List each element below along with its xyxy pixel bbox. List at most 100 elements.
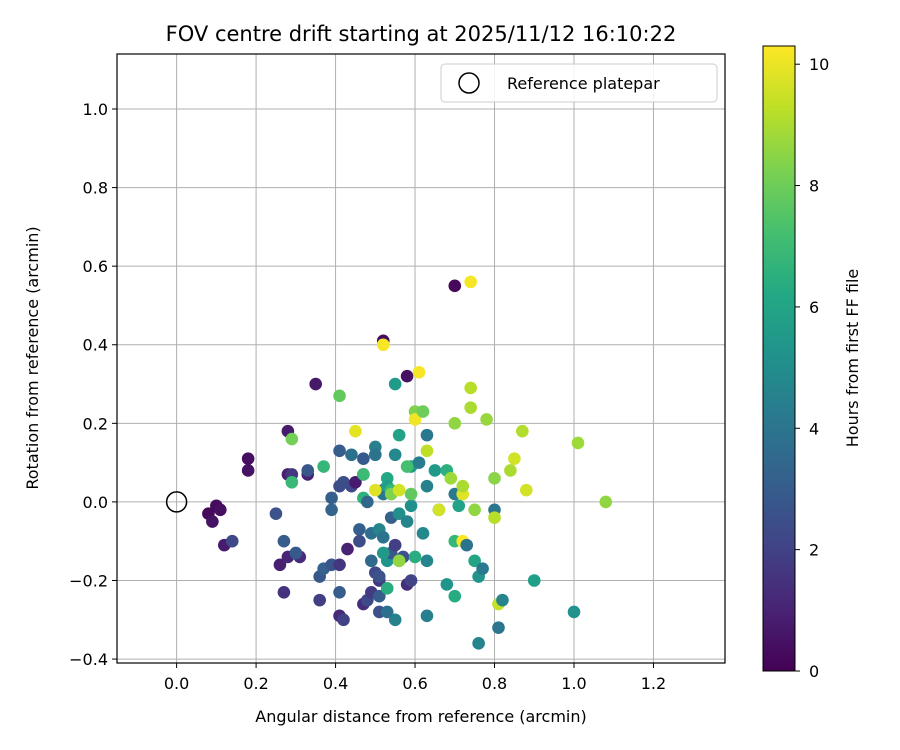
y-tick-label: 0.2 xyxy=(83,414,108,433)
data-point xyxy=(241,464,255,477)
data-point xyxy=(464,275,477,289)
data-point xyxy=(412,456,426,469)
data-point xyxy=(508,452,521,465)
data-point xyxy=(277,585,291,599)
grid xyxy=(117,54,725,663)
data-point xyxy=(480,413,493,426)
reference-point-marker xyxy=(165,491,188,513)
x-tick-label: 1.0 xyxy=(561,674,586,693)
data-point xyxy=(269,507,283,520)
y-tick-label: 0.6 xyxy=(83,257,108,276)
data-point xyxy=(420,554,434,568)
data-point xyxy=(460,538,473,552)
data-point xyxy=(392,428,406,442)
colorbar-ticks: 0 2 4 6 8 10 xyxy=(795,55,829,681)
data-point xyxy=(285,475,299,489)
data-point xyxy=(392,554,406,568)
data-point xyxy=(516,424,529,438)
legend: Reference platepar xyxy=(440,63,718,103)
data-point xyxy=(420,444,434,458)
data-point xyxy=(225,534,239,548)
data-point xyxy=(380,605,394,619)
data-point xyxy=(464,401,477,414)
data-point xyxy=(372,570,386,583)
data-point xyxy=(420,609,434,623)
data-point xyxy=(408,413,422,426)
x-tick-label: 1.2 xyxy=(641,674,666,693)
data-point xyxy=(325,503,338,517)
data-point xyxy=(277,534,291,548)
data-point xyxy=(372,589,386,603)
data-point xyxy=(289,546,303,560)
legend-label: Reference platepar xyxy=(507,74,660,93)
data-point xyxy=(400,515,414,528)
y-tick-label: 0.8 xyxy=(83,179,108,198)
data-point xyxy=(214,503,227,517)
data-point xyxy=(285,432,299,446)
data-point xyxy=(408,550,422,564)
x-axis-label: Angular distance from reference (arcmin) xyxy=(255,707,586,726)
data-point xyxy=(392,507,406,520)
data-point xyxy=(333,558,346,572)
data-point xyxy=(527,574,541,587)
colorbar-label: Hours from first FF file xyxy=(843,269,862,448)
data-point xyxy=(448,589,462,603)
data-point xyxy=(337,613,350,627)
data-point xyxy=(400,460,414,473)
data-point xyxy=(504,464,517,477)
data-point xyxy=(488,472,501,485)
data-point xyxy=(520,483,533,497)
data-point xyxy=(388,613,402,627)
data-point xyxy=(420,479,434,493)
data-point xyxy=(325,491,338,505)
data-point xyxy=(341,542,354,556)
data-points xyxy=(202,275,613,650)
data-point xyxy=(301,464,315,477)
data-point xyxy=(345,448,358,462)
data-point xyxy=(376,530,390,544)
data-point xyxy=(420,428,434,442)
data-point xyxy=(376,338,390,352)
data-point xyxy=(365,554,378,568)
data-point xyxy=(317,460,330,473)
data-point xyxy=(333,389,346,403)
data-point xyxy=(448,279,462,293)
data-point xyxy=(444,472,458,485)
colorbar-tick-label: 0 xyxy=(809,662,819,681)
x-tick-label: 0.6 xyxy=(402,674,427,693)
x-tick-label: 0.0 xyxy=(164,674,189,693)
data-point xyxy=(361,495,374,509)
data-point xyxy=(353,534,366,548)
data-point xyxy=(404,499,418,513)
data-point xyxy=(468,503,481,517)
data-point xyxy=(400,369,414,383)
y-axis-label: Rotation from reference (arcmin) xyxy=(23,226,42,489)
x-axis-ticks: 0.0 0.2 0.4 0.6 0.8 1.0 1.2 xyxy=(164,663,666,693)
data-point xyxy=(353,523,366,536)
data-point xyxy=(404,574,418,587)
data-point xyxy=(416,527,430,540)
data-point xyxy=(432,503,446,517)
legend-box xyxy=(440,63,718,103)
y-tick-label: 0.4 xyxy=(83,336,108,355)
data-point xyxy=(357,468,370,481)
data-point xyxy=(380,582,394,595)
plot-frame xyxy=(116,53,726,664)
data-point xyxy=(456,479,470,493)
data-point xyxy=(349,475,362,489)
data-point xyxy=(206,515,219,528)
colorbar-tick-label: 4 xyxy=(809,419,819,438)
x-tick-label: 0.4 xyxy=(323,674,348,693)
data-point xyxy=(333,479,346,493)
data-point xyxy=(567,605,581,619)
data-point xyxy=(388,538,402,552)
chart-title: FOV centre drift starting at 2025/11/12 … xyxy=(166,22,677,46)
y-tick-label: 0.0 xyxy=(83,493,108,512)
data-point xyxy=(448,417,462,430)
data-point xyxy=(428,464,442,477)
colorbar xyxy=(762,45,796,672)
data-point xyxy=(571,436,585,450)
data-point xyxy=(476,562,489,576)
data-point xyxy=(464,381,477,395)
